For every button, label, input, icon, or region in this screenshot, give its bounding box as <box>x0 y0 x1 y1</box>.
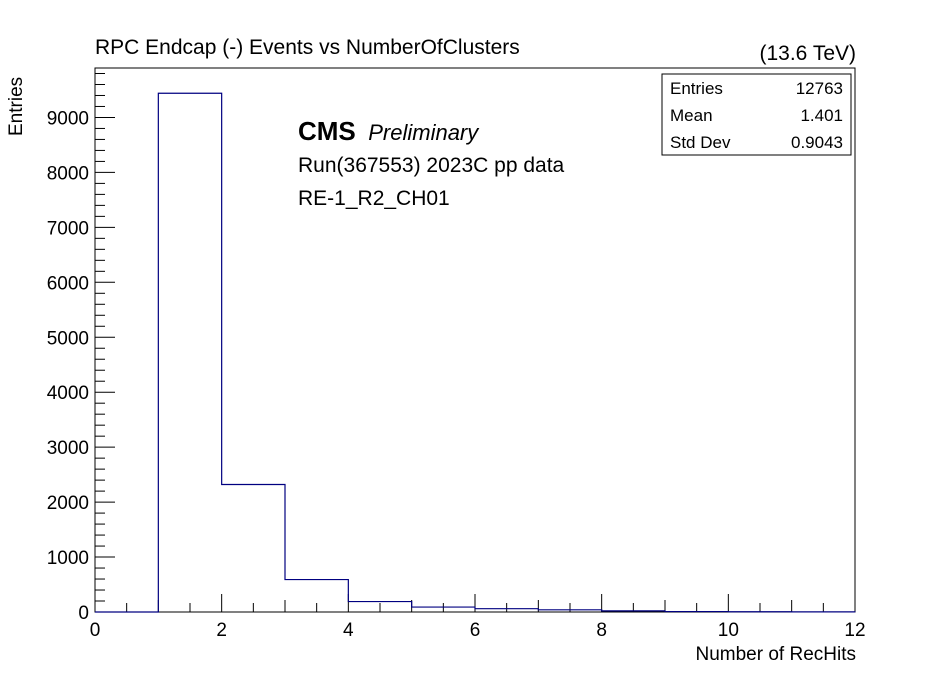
y-tick-label: 7000 <box>47 218 89 239</box>
x-tick-label: 0 <box>90 620 101 641</box>
x-tick-label: 4 <box>343 620 354 641</box>
y-tick-label: 5000 <box>47 328 89 349</box>
x-tick-label: 10 <box>718 620 739 641</box>
cms-label: CMS Preliminary <box>298 116 480 146</box>
svg-text:CMS Preliminary: CMS Preliminary <box>298 116 480 146</box>
y-tick-label: 1000 <box>47 548 89 569</box>
y-tick-label: 3000 <box>47 438 89 459</box>
y-tick-label: 4000 <box>47 383 89 404</box>
y-tick-labels: 0 1000 2000 3000 4000 5000 6000 7000 8000 9000 <box>47 108 89 624</box>
stats-entries-value: 12763 <box>796 79 843 98</box>
x-axis-label: Number of RecHits <box>696 644 857 665</box>
y-tick-label: 8000 <box>47 163 89 184</box>
cms-status-label: Preliminary <box>368 120 480 145</box>
axis-ticks <box>94 72 856 613</box>
stats-entries-label: Entries <box>670 79 723 98</box>
stats-box: Entries 12763 Mean 1.401 Std Dev 0.9043 <box>661 73 852 156</box>
chamber-label: RE-1_R2_CH01 <box>298 187 450 210</box>
histogram-bin <box>222 485 285 612</box>
x-tick-label: 8 <box>596 620 607 641</box>
y-tick-label: 0 <box>78 603 89 624</box>
x-tick-labels: 0 2 4 6 8 10 12 <box>90 620 866 641</box>
stats-mean-label: Mean <box>670 106 713 125</box>
y-axis-label: Entries <box>6 77 27 136</box>
histogram-outline <box>95 92 856 613</box>
stats-stddev-label: Std Dev <box>670 133 731 152</box>
energy-label: (13.6 TeV) <box>760 42 857 65</box>
stats-mean-value: 1.401 <box>800 106 843 125</box>
y-tick-label: 6000 <box>47 273 89 294</box>
cms-experiment-label: CMS <box>298 116 356 146</box>
run-label: Run(367553) 2023C pp data <box>298 154 565 177</box>
y-tick-label: 9000 <box>47 108 89 129</box>
x-tick-label: 2 <box>216 620 227 641</box>
chart-title: RPC Endcap (-) Events vs NumberOfCluster… <box>95 36 520 59</box>
histogram-bin <box>158 93 221 612</box>
y-tick-label: 2000 <box>47 493 89 514</box>
stats-stddev-value: 0.9043 <box>791 133 843 152</box>
x-tick-label: 12 <box>844 620 865 641</box>
x-tick-label: 6 <box>470 620 481 641</box>
